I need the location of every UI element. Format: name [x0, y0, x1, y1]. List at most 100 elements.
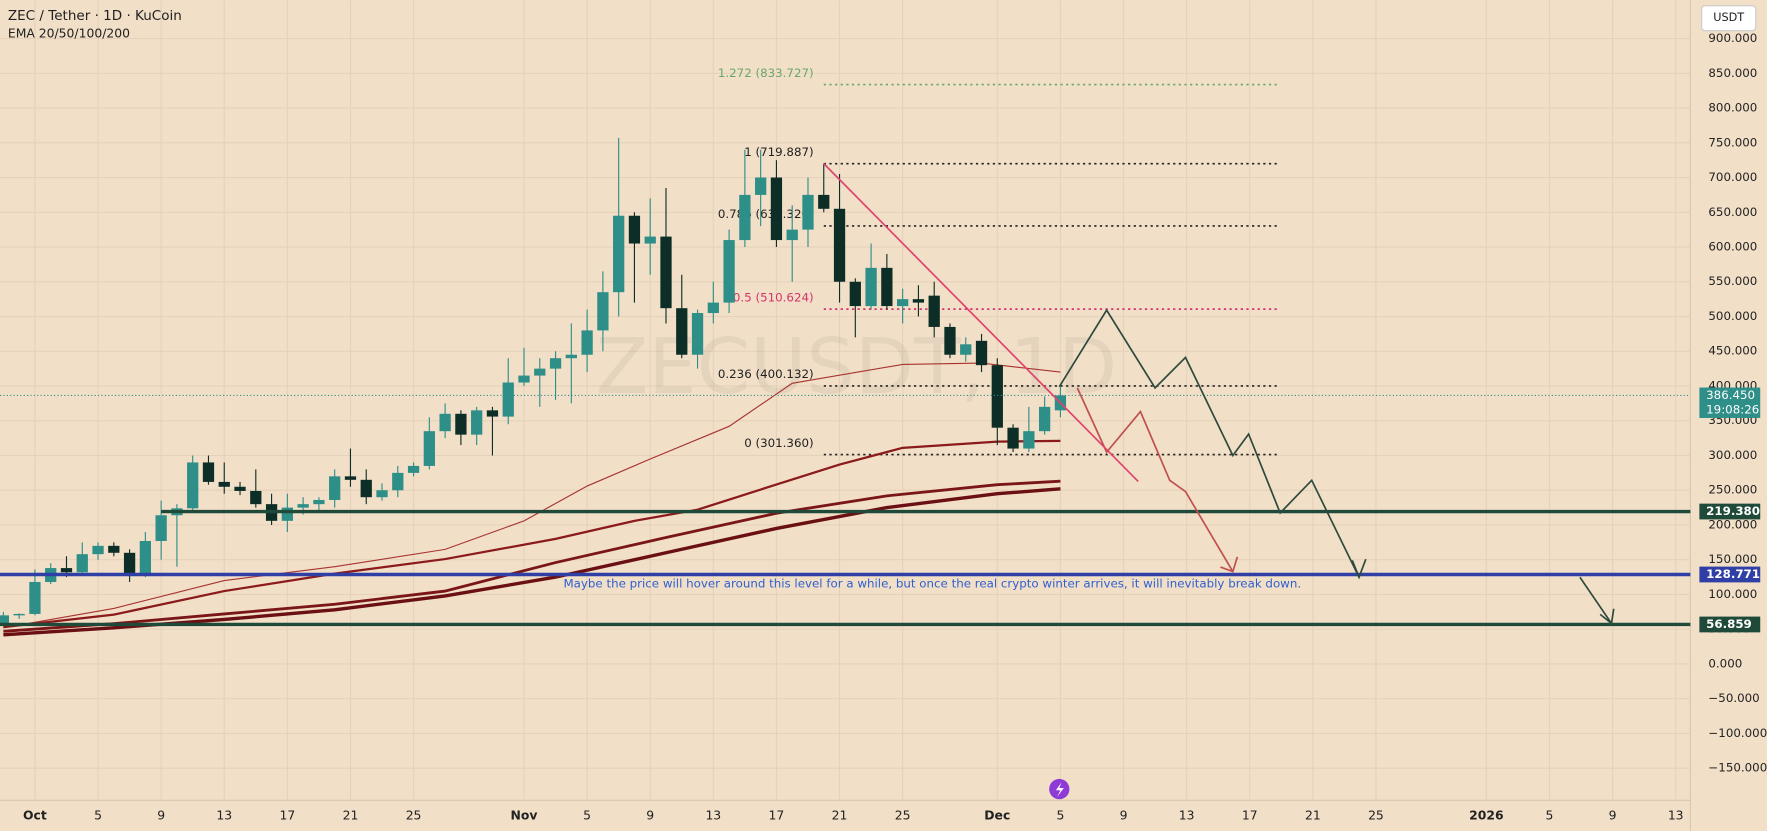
x-tick-label: Nov: [511, 808, 538, 823]
candle-body: [644, 236, 656, 244]
currency-button[interactable]: [1701, 5, 1757, 32]
watermark: ZECUSDT, 1D: [596, 323, 1117, 412]
candle-body: [676, 308, 688, 355]
candle-body: [234, 486, 246, 491]
x-tick-label: 17: [769, 808, 785, 823]
candle-body: [991, 365, 1003, 428]
x-tick-label: 2026: [1469, 808, 1503, 823]
candle-body: [313, 499, 325, 505]
candle-body: [13, 613, 25, 616]
candle-body: [297, 504, 309, 508]
last-price-tag: [1699, 387, 1761, 418]
candle-body: [802, 194, 814, 230]
candle-body: [455, 413, 467, 435]
candle-body: [1007, 427, 1019, 449]
event-icon: [1055, 782, 1064, 797]
level-tag: [1699, 616, 1761, 633]
candle-body: [786, 229, 798, 241]
candle-body: [155, 515, 167, 541]
x-tick-label: 13: [1668, 808, 1684, 823]
y-tick-label: 650.000: [1708, 205, 1757, 219]
y-tick-label: 300.000: [1708, 448, 1757, 462]
candle-body: [486, 410, 499, 417]
arrow-head: [1599, 608, 1615, 625]
arrow-head: [1220, 556, 1239, 573]
level-tag: [1699, 566, 1761, 583]
x-tick-label: 13: [705, 808, 721, 823]
candle-body: [518, 375, 530, 383]
grid: [0, 0, 1691, 801]
y-tick-label: 700.000: [1708, 170, 1757, 184]
candle-body: [407, 465, 420, 473]
x-tick-label: 25: [1368, 808, 1384, 823]
candle-body: [960, 344, 972, 355]
candle-body: [344, 476, 357, 480]
candle-body: [360, 479, 372, 498]
candle-body: [108, 545, 120, 553]
y-tick-label: 850.000: [1708, 66, 1757, 80]
y-tick-label: 0.000: [1708, 656, 1742, 670]
chart-title: ZEC / Tether · 1D · KuCoin: [8, 8, 182, 24]
candle-body: [707, 302, 719, 314]
candle-body: [628, 215, 641, 244]
candle-body: [376, 490, 388, 498]
x-tick-label: Oct: [23, 808, 47, 823]
candle-body: [975, 340, 988, 366]
y-tick-label: 150.000: [1708, 552, 1757, 566]
fib-label: 0.236 (400.132): [718, 367, 814, 381]
fib-label: 0.5 (510.624): [733, 290, 814, 304]
x-tick-label: 9: [157, 808, 165, 823]
candle-body: [897, 299, 909, 307]
last-price-label: 386.450: [1706, 388, 1755, 402]
candle-body: [660, 236, 672, 309]
candle-body: [502, 382, 514, 417]
x-tick-label: 5: [583, 808, 591, 823]
candle-body: [0, 615, 10, 624]
y-tick-label: 800.000: [1708, 101, 1757, 115]
candle-body: [613, 215, 625, 293]
candle-body: [549, 358, 562, 369]
x-tick-label: Dec: [984, 808, 1010, 823]
indicator-legend: EMA 20/50/100/200: [8, 26, 130, 41]
x-tick-label: 25: [406, 808, 422, 823]
candle-body: [1038, 406, 1051, 432]
level-tag-label: 56.859: [1706, 617, 1752, 631]
candle-body: [881, 267, 893, 307]
candle-body: [833, 208, 846, 282]
candle-body: [329, 476, 341, 500]
y-tick-label: 500.000: [1708, 309, 1757, 323]
candle-body: [392, 472, 404, 491]
candle-body: [202, 462, 215, 482]
y-tick-label: −100.000: [1708, 726, 1767, 740]
countdown-label: 19:08:26: [1706, 403, 1759, 417]
candle-body: [818, 194, 830, 209]
projection-path: [1058, 308, 1360, 578]
fib-label: 0 (301.360): [744, 436, 813, 450]
candle-body: [29, 581, 41, 614]
x-tick-label: 13: [1179, 808, 1195, 823]
y-tick-label: 100.000: [1708, 587, 1757, 601]
x-tick-label: 17: [279, 808, 295, 823]
currency-label: USDT: [1713, 11, 1744, 24]
y-tick-label: 250.000: [1708, 483, 1757, 497]
y-tick-label: 600.000: [1708, 240, 1757, 254]
candle-body: [92, 545, 104, 555]
x-tick-label: 21: [1305, 808, 1321, 823]
level-tag-label: 128.771: [1706, 567, 1760, 581]
arrow-head: [1351, 558, 1367, 580]
y-tick-label: 900.000: [1708, 31, 1757, 45]
ema-line: [3, 479, 1061, 633]
x-tick-label: 17: [1242, 808, 1258, 823]
y-tick-label: 200.000: [1708, 517, 1757, 531]
fib-label: 1 (719.887): [744, 145, 813, 159]
y-tick-label: −150.000: [1708, 761, 1767, 775]
level-tag: [1699, 503, 1761, 520]
candle-body: [691, 313, 704, 355]
x-tick-label: 21: [343, 808, 359, 823]
level-tag-label: 219.380: [1706, 504, 1760, 518]
x-tick-label: 5: [1546, 808, 1554, 823]
ema-line: [3, 439, 1061, 629]
candle-body: [865, 267, 877, 307]
